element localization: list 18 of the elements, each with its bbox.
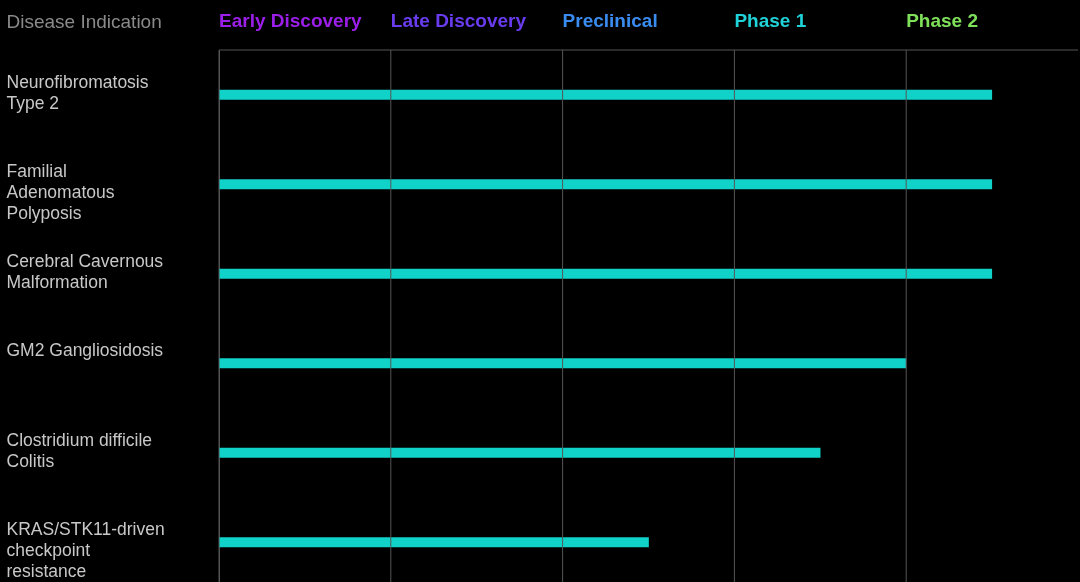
bar	[219, 268, 993, 279]
y-tick-label: KRAS/STK11-driven checkpoint resistance	[6, 519, 165, 582]
y-axis-title: Disease Indication	[6, 10, 162, 32]
y-tick-label: GM2 Gangliosidosis	[6, 340, 164, 361]
y-tick-label: Cerebral Cavernous Malformation	[6, 250, 164, 292]
bar	[219, 537, 649, 548]
text: Phase 2	[906, 10, 979, 31]
y-tick-label: Clostridium difficile Colitis	[6, 429, 153, 471]
text: Preclinical	[562, 10, 658, 31]
bar	[219, 179, 993, 190]
y-tick-label: Neurofibromatosis Type 2	[6, 71, 149, 113]
y-tick-label: Familial Adenomatous Polyposis	[6, 161, 115, 224]
bar	[219, 358, 907, 369]
text: Early Discovery	[219, 10, 363, 31]
text: Late Discovery	[390, 10, 527, 31]
bar	[219, 89, 993, 100]
text: Phase 1	[734, 10, 807, 31]
bar	[219, 447, 821, 458]
